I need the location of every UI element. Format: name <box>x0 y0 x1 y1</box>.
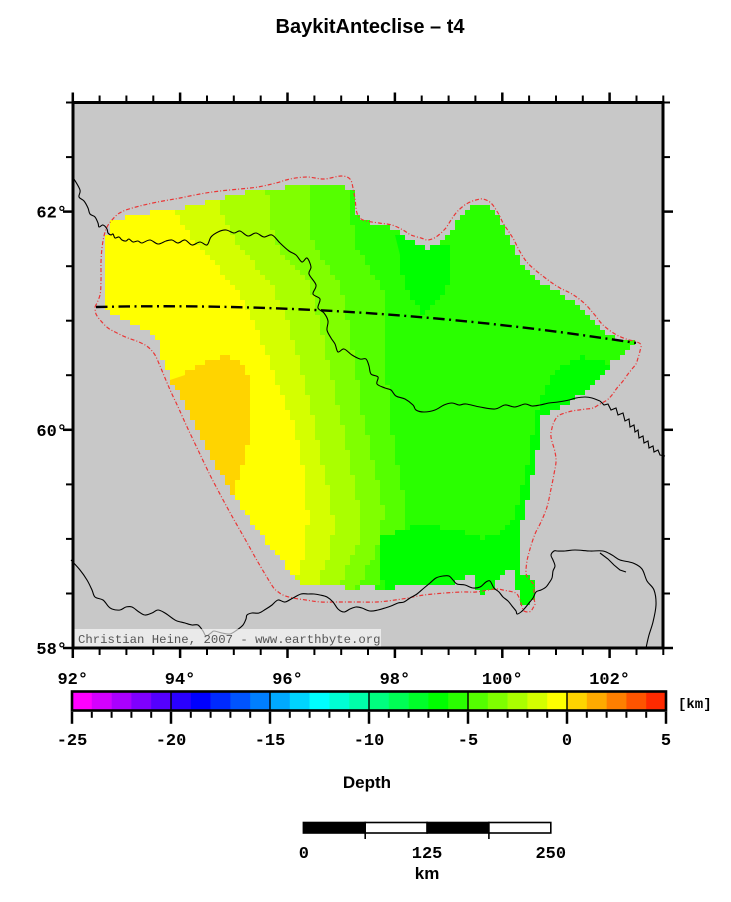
svg-text:98°: 98° <box>380 671 411 690</box>
svg-text:102°: 102° <box>589 671 630 690</box>
svg-text:94°: 94° <box>165 671 196 690</box>
svg-text:5: 5 <box>661 732 671 751</box>
svg-text:-10: -10 <box>354 732 385 751</box>
svg-text:250: 250 <box>535 845 566 864</box>
svg-text:Christian Heine, 2007 - www.ea: Christian Heine, 2007 - www.earthbyte.or… <box>78 633 381 647</box>
svg-text:96°: 96° <box>272 671 303 690</box>
svg-text:-20: -20 <box>156 732 187 751</box>
svg-text:58°: 58° <box>36 641 67 660</box>
svg-text:[km]: [km] <box>678 697 712 713</box>
svg-text:-5: -5 <box>458 732 478 751</box>
svg-text:62°: 62° <box>36 205 67 224</box>
svg-text:0: 0 <box>299 845 309 864</box>
svg-text:km: km <box>415 864 440 883</box>
svg-text:100°: 100° <box>482 671 523 690</box>
svg-text:92°: 92° <box>57 671 88 690</box>
svg-text:-15: -15 <box>255 732 286 751</box>
svg-text:BaykitAnteclise – t4: BaykitAnteclise – t4 <box>276 16 466 38</box>
svg-text:125: 125 <box>412 845 443 864</box>
svg-text:60°: 60° <box>36 423 67 442</box>
svg-text:-25: -25 <box>57 732 88 751</box>
svg-text:0: 0 <box>562 732 572 751</box>
svg-text:Depth: Depth <box>343 773 391 792</box>
